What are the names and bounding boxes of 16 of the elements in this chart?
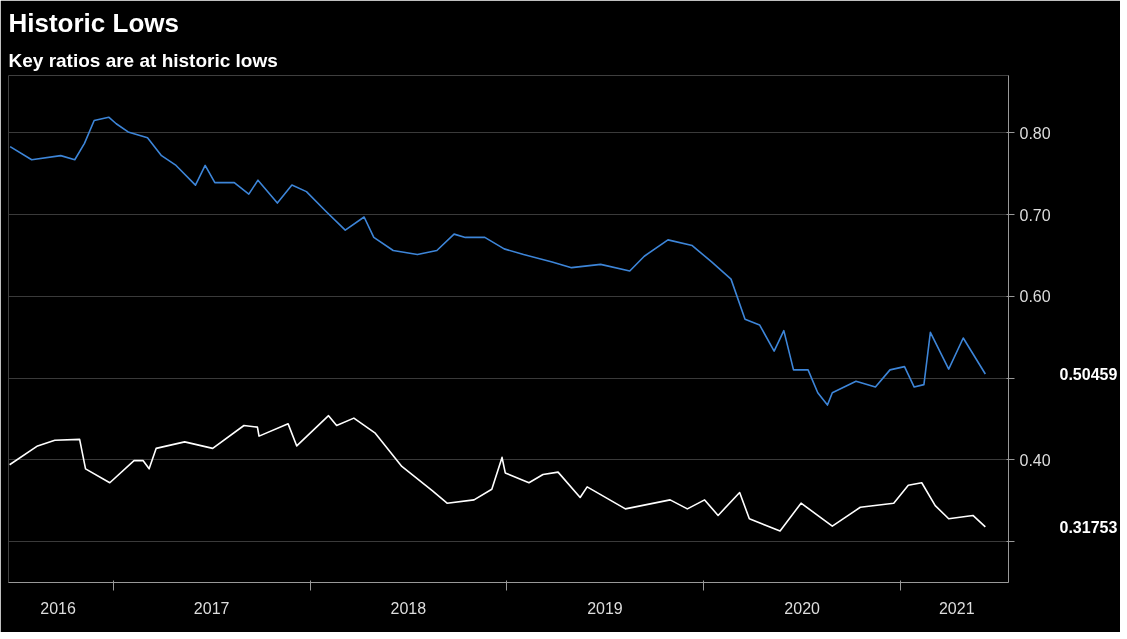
x-tick-label: 2019: [587, 599, 623, 617]
line-series: [9, 116, 987, 406]
y-tick-label: 0.80: [1019, 124, 1051, 142]
y-tick-label: 0.70: [1019, 206, 1051, 224]
y-tick-label: 0.40: [1019, 451, 1051, 469]
x-tick-label: 2016: [40, 599, 76, 617]
line-series: [8, 414, 987, 532]
x-tick-label: 2018: [390, 599, 427, 617]
y-tick-label: 0.60: [1019, 288, 1051, 306]
x-tick-label: 2017: [193, 599, 230, 617]
chart-title: Historic Lows: [8, 7, 179, 38]
x-tick-label: 2021: [938, 599, 975, 617]
chart-subtitle: Key ratios are at historic lows: [8, 49, 278, 71]
text: 0.50459: [1059, 365, 1118, 383]
x-tick-label: 2020: [784, 599, 821, 617]
text: 0.31753: [1059, 518, 1118, 536]
